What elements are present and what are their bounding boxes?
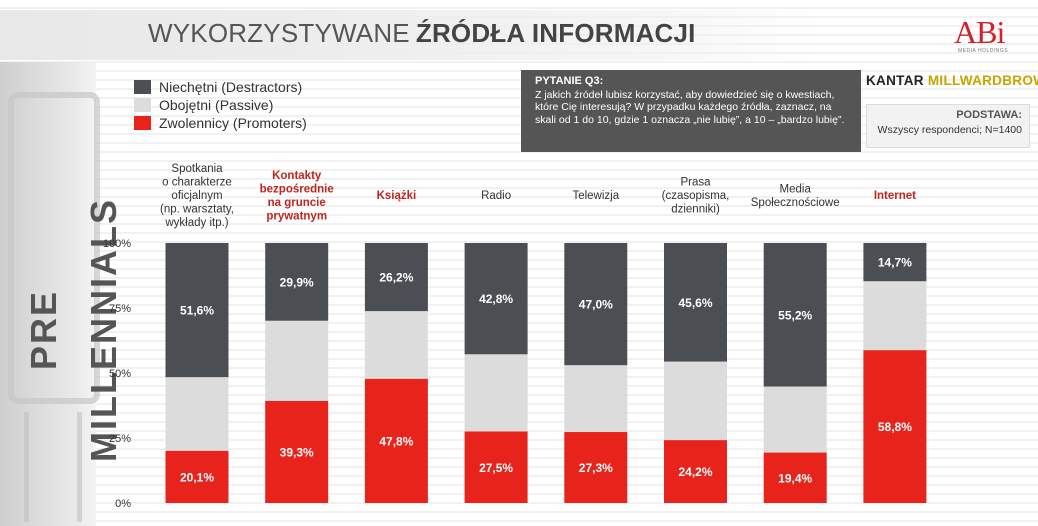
category-label: Telewizja bbox=[572, 190, 619, 202]
data-label-promoters: 20,1% bbox=[180, 470, 214, 484]
category-label-line: Media bbox=[780, 183, 812, 195]
base-box: PODSTAWA: Wszyscy respondenci; N=1400 bbox=[866, 104, 1030, 148]
question-box: PYTANIE Q3: Z jakich źródeł lubisz korzy… bbox=[521, 70, 861, 152]
legend-item-passive: Obojętni (Passive) bbox=[134, 96, 307, 113]
bar-segment-promoters bbox=[763, 452, 827, 503]
category-label-line: na gruncie bbox=[268, 197, 326, 209]
legend: Niechętni (Destractors) Obojętni (Passiv… bbox=[134, 78, 307, 132]
data-label-promoters: 58,8% bbox=[878, 420, 912, 434]
category-label: Media Społecznościowe bbox=[751, 183, 840, 209]
bar-segment-destractors bbox=[364, 243, 428, 312]
base-text: Wszyscy respondenci; N=1400 bbox=[877, 124, 1022, 136]
question-title: PYTANIE Q3: bbox=[535, 75, 604, 87]
page-title-light: WYKORZYSTYWANE bbox=[148, 18, 410, 48]
data-label-promoters: 39,3% bbox=[280, 445, 314, 459]
bar-segment-passive bbox=[165, 377, 229, 451]
category-label-line: Społecznościowe bbox=[751, 197, 840, 209]
category-label: Radio bbox=[481, 190, 511, 202]
bar-segment-promoters bbox=[165, 450, 229, 503]
bar-segment-promoters bbox=[364, 378, 428, 503]
bar-segment-promoters bbox=[265, 400, 329, 503]
data-label-destractors: 51,6% bbox=[180, 304, 214, 318]
category-label-line: oficjalnym bbox=[171, 190, 222, 202]
y-tick-label: 0% bbox=[115, 498, 131, 510]
category-label: Prasa (czasopisma, dzienniki) bbox=[662, 177, 730, 216]
bar-segment-destractors bbox=[863, 243, 927, 282]
category-label: Książki bbox=[377, 190, 417, 202]
category-label-line: Książki bbox=[377, 190, 417, 202]
category-label-line: Internet bbox=[874, 190, 916, 202]
abi-logo: ABi MEDIA HOLDINGS bbox=[954, 16, 1034, 66]
legend-swatch-destractors bbox=[134, 79, 151, 94]
data-label-destractors: 29,9% bbox=[280, 275, 314, 289]
legend-label-passive: Obojętni (Passive) bbox=[159, 96, 274, 113]
bar-segment-promoters bbox=[863, 350, 927, 503]
bar-segment-promoters bbox=[564, 432, 628, 503]
legend-swatch-passive bbox=[134, 97, 151, 112]
category-label-line: Kontakty bbox=[272, 170, 322, 182]
data-label-promoters: 47,8% bbox=[379, 434, 413, 448]
bar-segment-passive bbox=[564, 365, 628, 433]
legend-item-promoters: Zwolennicy (Promoters) bbox=[134, 114, 307, 131]
category-label-line: bezpośrednie bbox=[260, 183, 334, 195]
legend-label-promoters: Zwolennicy (Promoters) bbox=[159, 114, 307, 131]
legend-swatch-promoters bbox=[134, 115, 151, 130]
data-label-promoters: 27,3% bbox=[579, 461, 613, 475]
category-label-line: prywatnym bbox=[266, 210, 327, 222]
data-label-destractors: 55,2% bbox=[778, 308, 812, 322]
left-photo-panel bbox=[0, 62, 100, 526]
bar-segment-passive bbox=[364, 311, 428, 379]
bar-segment-passive bbox=[863, 281, 927, 351]
category-label-line: wykłady itp.) bbox=[164, 217, 228, 229]
bar-segment-promoters bbox=[464, 431, 528, 503]
title-band bbox=[0, 10, 820, 60]
category-label: Internet bbox=[874, 190, 916, 202]
bar-segment-destractors bbox=[165, 243, 229, 378]
data-label-promoters: 19,4% bbox=[778, 471, 812, 485]
page-title-bold: ŹRÓDŁA INFORMACJI bbox=[415, 18, 696, 48]
category-label-line: o charakterze bbox=[162, 177, 232, 189]
y-tick-label: 25% bbox=[109, 433, 131, 445]
legend-item-destractors: Niechętni (Destractors) bbox=[134, 78, 307, 95]
category-label-line: Telewizja bbox=[572, 190, 619, 202]
legend-label-destractors: Niechętni (Destractors) bbox=[159, 78, 303, 95]
category-label: Spotkania o charakterze oficjalnym (np. war… bbox=[160, 163, 234, 229]
bar-segment-passive bbox=[763, 386, 827, 453]
data-label-destractors: 26,2% bbox=[379, 271, 413, 285]
bar-segment-passive bbox=[664, 361, 727, 441]
category-label-line: dzienniki) bbox=[671, 204, 720, 216]
data-label-destractors: 47,0% bbox=[579, 298, 613, 312]
bar-segment-destractors bbox=[664, 243, 727, 362]
data-label-destractors: 45,6% bbox=[678, 296, 712, 310]
question-text: Z jakich źródeł lubisz korzystać, aby do… bbox=[535, 88, 845, 126]
data-label-destractors: 14,7% bbox=[878, 256, 912, 270]
category-label-line: Radio bbox=[481, 190, 511, 202]
base-title: PODSTAWA: bbox=[956, 109, 1022, 121]
data-label-promoters: 27,5% bbox=[479, 461, 513, 475]
category-label-line: Prasa bbox=[680, 177, 711, 189]
category-label-line: Spotkania bbox=[171, 163, 223, 175]
kantar-logo: KANTAR MILLWARDBROWN bbox=[866, 73, 1038, 88]
page-title: WYKORZYSTYWANE ŹRÓDŁA INFORMACJI bbox=[148, 18, 696, 49]
y-tick-label: 100% bbox=[103, 238, 131, 250]
y-tick-label: 50% bbox=[109, 368, 131, 380]
category-label-line: (czasopisma, bbox=[662, 190, 730, 202]
y-tick-label: 75% bbox=[109, 303, 131, 315]
kantar-logo-b: MILLWARDBROWN bbox=[927, 73, 1038, 88]
category-label: Kontakty bezpośrednie na gruncie prywatnym bbox=[260, 170, 334, 223]
bar-segment-promoters bbox=[664, 440, 727, 503]
abi-logo-sub: MEDIA HOLDINGS bbox=[958, 48, 1009, 54]
category-label-line: (np. warsztaty, bbox=[160, 204, 234, 216]
bar-segment-destractors bbox=[763, 243, 827, 387]
bar-segment-passive bbox=[265, 320, 329, 401]
data-label-destractors: 42,8% bbox=[479, 292, 513, 306]
bar-segment-passive bbox=[464, 354, 528, 432]
bar-segment-destractors bbox=[464, 243, 528, 355]
bar-segment-destractors bbox=[265, 243, 329, 321]
abi-logo-text: ABi bbox=[954, 14, 1005, 50]
kantar-logo-a: KANTAR bbox=[866, 73, 928, 88]
bar-segment-destractors bbox=[564, 243, 628, 366]
data-label-promoters: 24,2% bbox=[678, 465, 712, 479]
